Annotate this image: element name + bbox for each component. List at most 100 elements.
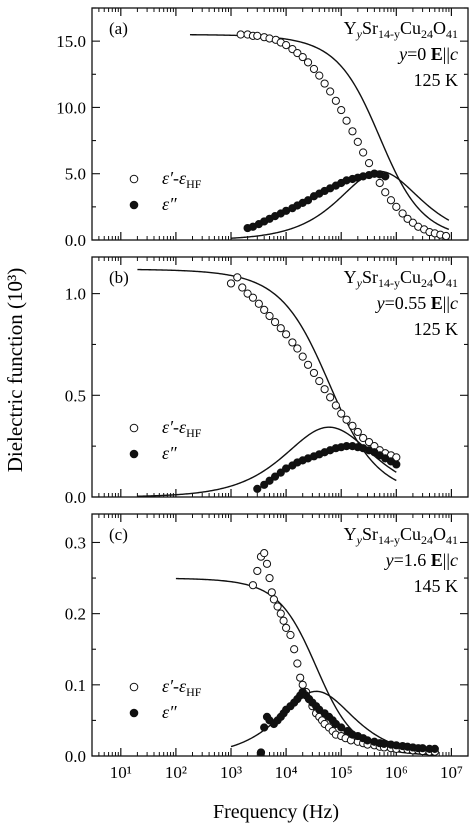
data-point-real bbox=[293, 659, 302, 668]
data-point-real bbox=[348, 421, 357, 430]
panel-label: (a) bbox=[109, 19, 128, 38]
data-point-real bbox=[364, 159, 374, 168]
data-point-real bbox=[298, 352, 307, 361]
x-tick-label: 10⁷ bbox=[440, 763, 463, 782]
data-point-imag bbox=[418, 744, 427, 753]
data-point-real bbox=[331, 401, 340, 410]
data-point-real bbox=[293, 344, 302, 353]
data-point-real bbox=[238, 283, 247, 292]
y-tick-label: 0.2 bbox=[65, 605, 86, 624]
fit-curve-real bbox=[189, 34, 450, 231]
panel-3: 10¹ 10² 10³ 10⁴ 10⁵ 10⁶ 10⁷ 0.0 0.1 0.2 0.3 (c) YySr… bbox=[65, 513, 469, 782]
legend-label: ε′-εHF bbox=[162, 168, 202, 191]
x-axis-label: Frequency (Hz) bbox=[213, 801, 339, 823]
plot-frame bbox=[91, 513, 469, 757]
data-point-real bbox=[359, 148, 368, 157]
data-point-real bbox=[282, 330, 291, 339]
data-point-real bbox=[326, 87, 335, 96]
data-point-real bbox=[269, 595, 278, 604]
data-point-real bbox=[337, 409, 346, 418]
data-point-real bbox=[254, 299, 263, 308]
temperature-label: 145 K bbox=[414, 576, 459, 596]
data-point-real bbox=[298, 680, 307, 689]
data-point-real bbox=[262, 559, 272, 568]
data-point-real bbox=[290, 645, 299, 654]
data-point-real bbox=[282, 623, 291, 632]
fit-curve-real bbox=[175, 577, 435, 756]
data-point-real bbox=[233, 273, 242, 282]
data-point-real bbox=[320, 79, 329, 88]
y-tick-label: 0.3 bbox=[65, 533, 86, 552]
x-tick-label: 10⁴ bbox=[275, 763, 298, 782]
data-point-imag bbox=[270, 472, 280, 481]
data-point-real bbox=[441, 231, 451, 241]
data-point-real bbox=[260, 305, 269, 314]
legend-label: ε′-εHF bbox=[162, 676, 202, 699]
data-point-real bbox=[337, 105, 346, 115]
legend-marker-real bbox=[129, 423, 139, 433]
panel-label: (c) bbox=[109, 525, 128, 544]
y-tick-label: 0.1 bbox=[65, 676, 86, 695]
data-point-imag bbox=[392, 460, 401, 469]
data-point-real bbox=[348, 127, 357, 136]
data-point-real bbox=[265, 311, 274, 321]
data-point-real bbox=[253, 31, 262, 40]
legend-label: ε′-εHF bbox=[162, 417, 202, 440]
data-point-real bbox=[296, 673, 305, 682]
data-point-real bbox=[298, 52, 307, 62]
data-point-real bbox=[353, 427, 362, 437]
data-point-imag bbox=[379, 739, 389, 749]
data-point-real bbox=[248, 581, 258, 590]
data-point-real bbox=[282, 41, 291, 50]
temperature-label: 125 K bbox=[414, 319, 459, 339]
data-point-real bbox=[243, 289, 252, 298]
data-point-real bbox=[309, 368, 319, 378]
data-point-real bbox=[253, 566, 262, 576]
data-point-real bbox=[276, 609, 285, 618]
legend-label: ε″ bbox=[162, 194, 177, 214]
data-point-real bbox=[386, 196, 396, 205]
data-point-real bbox=[359, 433, 368, 443]
data-point-real bbox=[279, 616, 288, 625]
x-tick-label: 10² bbox=[165, 763, 187, 782]
data-point-real bbox=[303, 360, 313, 369]
data-point-real bbox=[320, 385, 329, 394]
fit-curve-real bbox=[137, 268, 397, 482]
panel-1: 0.0 5.0 10.0 15.0 (a) YySr14-yCu24O41 y=0 E||c… bbox=[56, 7, 469, 250]
compound-formula: YySr14-yCu24O41 bbox=[344, 267, 458, 290]
data-point-real bbox=[303, 58, 313, 67]
legend-marker-imag bbox=[129, 708, 139, 718]
legend-label: ε″ bbox=[162, 443, 177, 463]
data-point-imag bbox=[256, 748, 266, 757]
y-tick-label: 0.0 bbox=[65, 747, 86, 766]
compound-formula: YySr14-yCu24O41 bbox=[344, 524, 458, 547]
data-point-real bbox=[273, 602, 282, 611]
data-point-imag bbox=[381, 172, 390, 181]
fit-curve-imag bbox=[137, 426, 397, 497]
data-point-imag bbox=[276, 468, 285, 477]
data-point-real bbox=[353, 137, 362, 146]
condition-label: y=0.55 E||c bbox=[375, 293, 458, 313]
condition-label: y=1.6 E||c bbox=[384, 550, 458, 570]
y-tick-label: 0.0 bbox=[65, 231, 86, 250]
panel-label: (b) bbox=[109, 268, 129, 287]
legend-marker-imag bbox=[129, 449, 139, 459]
fit-curve-imag bbox=[230, 170, 450, 239]
data-point-real bbox=[236, 30, 245, 39]
data-point-real bbox=[226, 279, 236, 288]
data-point-real bbox=[260, 549, 269, 558]
data-point-real bbox=[267, 588, 276, 597]
data-point-real bbox=[288, 338, 297, 347]
data-point-real bbox=[309, 64, 319, 74]
data-point-real bbox=[342, 415, 351, 424]
data-point-real bbox=[392, 202, 401, 211]
data-point-real bbox=[364, 437, 374, 447]
data-point-real bbox=[248, 293, 258, 302]
data-point-real bbox=[270, 317, 280, 327]
data-point-real bbox=[315, 71, 324, 80]
data-point-real bbox=[265, 573, 274, 583]
data-point-real bbox=[398, 209, 407, 218]
data-point-imag bbox=[253, 484, 262, 493]
data-point-real bbox=[276, 324, 285, 333]
